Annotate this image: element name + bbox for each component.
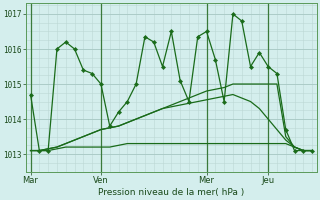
X-axis label: Pression niveau de la mer( hPa ): Pression niveau de la mer( hPa ) — [98, 188, 244, 197]
